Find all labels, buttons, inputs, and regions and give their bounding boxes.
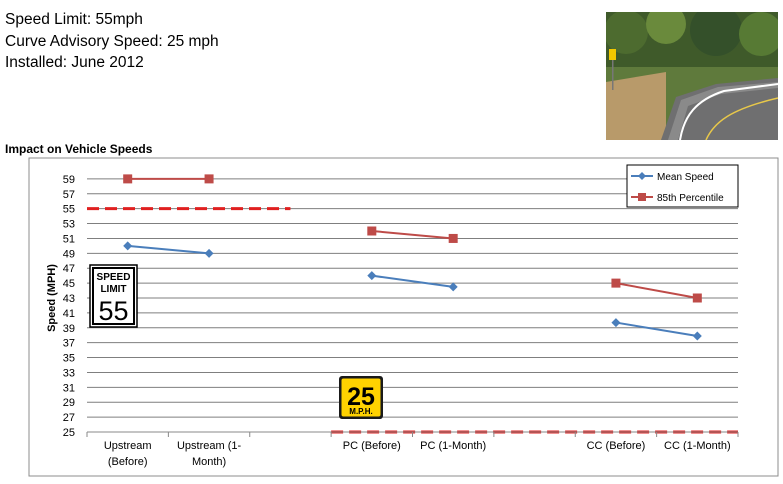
data-point [204, 248, 214, 258]
series-line [615, 282, 698, 299]
y-tick-label: 25 [63, 427, 75, 439]
advisory-speed-text: Curve Advisory Speed: 25 mph [5, 33, 219, 50]
y-tick-label: 41 [63, 308, 75, 320]
y-tick-label: 57 [63, 189, 75, 201]
data-point [692, 331, 702, 341]
y-tick-label: 33 [63, 367, 75, 379]
x-tick-label: CC (Before) [587, 440, 646, 452]
x-tick-label: (Before) [108, 456, 148, 468]
series-line [127, 244, 210, 255]
speed-limit-sign-number: 55 [98, 296, 128, 326]
y-tick-label: 43 [63, 293, 75, 305]
data-point [692, 293, 702, 303]
series-line [615, 321, 698, 337]
legend-marker [638, 193, 646, 201]
speed-limit-sign-border [92, 267, 135, 325]
data-point [448, 282, 458, 292]
y-tick-label: 39 [63, 323, 75, 335]
legend-label: 85th Percentile [657, 193, 724, 204]
x-tick-label: PC (1-Month) [420, 440, 486, 452]
y-tick-label: 49 [63, 248, 75, 260]
x-tick-label: Upstream (1- [177, 440, 242, 452]
speed-limit-text: Speed Limit: 55mph [5, 11, 143, 28]
y-tick-label: 51 [63, 233, 75, 245]
y-tick-label: 35 [63, 353, 75, 365]
legend-label: Mean Speed [657, 172, 714, 183]
chart-frame [28, 157, 779, 477]
speed-limit-sign-text: SPEED [97, 272, 131, 283]
legend-marker [638, 172, 646, 180]
x-tick-label: PC (Before) [343, 440, 401, 452]
series-line [371, 274, 454, 288]
advisory-plaque-face [341, 378, 381, 417]
speed-limit-sign-outer [89, 264, 138, 328]
y-tick-label: 59 [63, 174, 75, 186]
data-point [123, 174, 133, 184]
y-tick-label: 29 [63, 397, 75, 409]
y-tick-label: 27 [63, 412, 75, 424]
x-tick-label: Upstream [104, 440, 152, 452]
y-tick-label: 55 [63, 204, 75, 216]
x-tick-label: CC (1-Month) [664, 440, 731, 452]
y-tick-label: 53 [63, 219, 75, 231]
advisory-plaque-unit: M.P.H. [349, 407, 372, 416]
data-point [367, 271, 377, 281]
data-point [123, 241, 133, 251]
y-tick-label: 31 [63, 382, 75, 394]
data-point [611, 278, 621, 288]
data-point [611, 318, 621, 328]
y-tick-label: 45 [63, 278, 75, 290]
advisory-plaque-number: 25 [347, 383, 375, 411]
chart-title: Impact on Vehicle Speeds [5, 142, 153, 156]
y-tick-label: 37 [63, 338, 75, 350]
installed-date-text: Installed: June 2012 [5, 54, 144, 71]
series-line [371, 230, 454, 240]
curve-road-photo [606, 12, 778, 140]
data-point [204, 174, 214, 184]
y-tick-label: 47 [63, 263, 75, 275]
x-tick-label: Month) [192, 456, 226, 468]
data-point [367, 226, 377, 236]
y-axis-label: Speed (MPH) [46, 264, 58, 332]
speed-limit-sign-text: LIMIT [100, 284, 126, 295]
data-point [448, 233, 458, 243]
